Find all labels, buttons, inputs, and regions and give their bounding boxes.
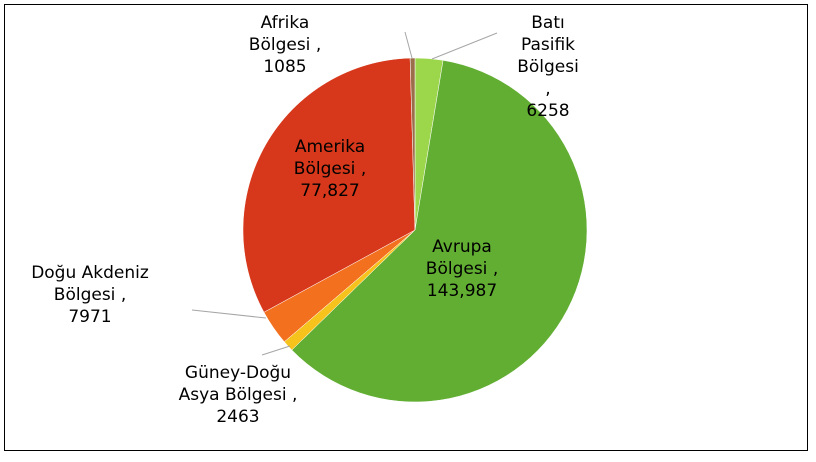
category-name: Afrika Bölgesi bbox=[248, 13, 311, 55]
leader-line bbox=[261, 345, 291, 356]
category-name: Batı Pasifik Bölgesi bbox=[517, 13, 579, 77]
pie-slice bbox=[242, 57, 416, 313]
slice-label: Doğu Akdeniz Bölgesi , 7971 bbox=[25, 262, 155, 328]
pie-slice bbox=[291, 60, 588, 403]
label-separator: , bbox=[360, 159, 367, 179]
label-separator: , bbox=[545, 79, 551, 99]
leader-line bbox=[404, 31, 413, 59]
value-label: 6258 bbox=[526, 101, 570, 121]
slice-label: Afrika Bölgesi , 1085 bbox=[245, 12, 325, 78]
value-label: 143,987 bbox=[426, 281, 498, 301]
label-separator: , bbox=[292, 385, 298, 405]
category-name: Doğu Akdeniz Bölgesi bbox=[31, 263, 149, 305]
label-separator: , bbox=[315, 35, 322, 55]
label-separator: , bbox=[120, 285, 127, 305]
slice-label: Amerika Bölgesi , 77,827 bbox=[280, 136, 380, 202]
category-name: Amerika Bölgesi bbox=[293, 137, 366, 179]
value-label: 77,827 bbox=[300, 181, 360, 201]
value-label: 1085 bbox=[263, 57, 307, 77]
slice-label: Avrupa Bölgesi , 143,987 bbox=[412, 236, 512, 302]
slice-label: Batı Pasifik Bölgesi , 6258 bbox=[513, 12, 583, 122]
label-separator: , bbox=[492, 259, 499, 279]
frame bbox=[4, 4, 808, 451]
slice-label: Güney-Doğu Asya Bölgesi , 2463 bbox=[170, 362, 306, 428]
category-name: Avrupa Bölgesi bbox=[425, 237, 492, 279]
value-label: 7971 bbox=[68, 307, 112, 327]
leader-line bbox=[431, 32, 498, 60]
pie-slice bbox=[409, 57, 416, 231]
category-name: Güney-Doğu Asya Bölgesi bbox=[178, 363, 292, 405]
value-label: 2463 bbox=[216, 407, 260, 427]
leader-line bbox=[191, 309, 267, 319]
